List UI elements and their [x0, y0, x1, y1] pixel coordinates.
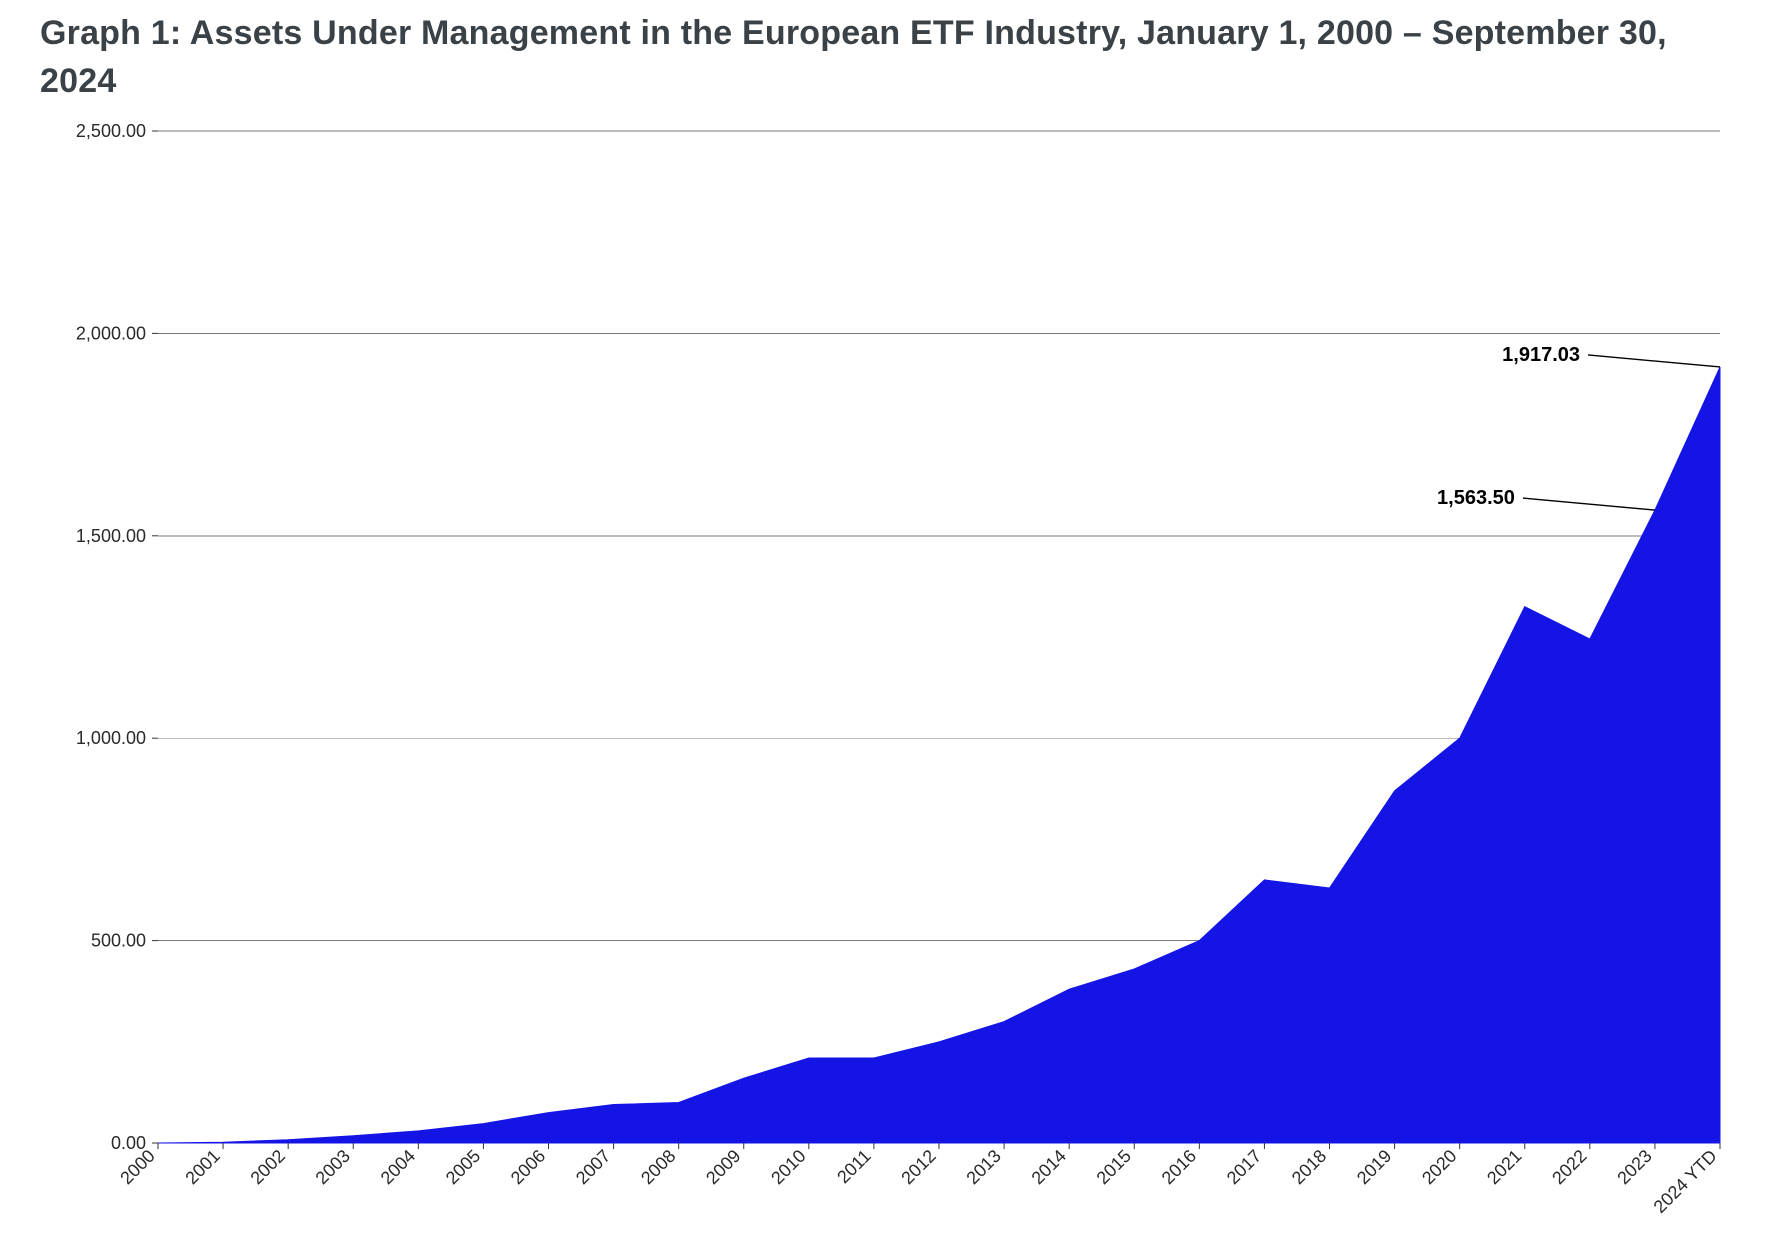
y-tick-label: 1,500.00: [76, 526, 146, 546]
y-tick-label: 2,500.00: [76, 121, 146, 141]
y-tick-label: 500.00: [91, 931, 146, 951]
callout-label: 1,917.03: [1502, 344, 1580, 366]
y-tick-label: 2,000.00: [76, 324, 146, 344]
page-root: Graph 1: Assets Under Management in the …: [0, 0, 1786, 1260]
chart-container: 0.00500.001,000.001,500.002,000.002,500.…: [40, 113, 1740, 1223]
callout-label: 1,563.50: [1437, 487, 1515, 509]
chart-title: Graph 1: Assets Under Management in the …: [40, 0, 1746, 113]
y-tick-label: 1,000.00: [76, 728, 146, 748]
area-chart: 0.00500.001,000.001,500.002,000.002,500.…: [40, 113, 1740, 1223]
